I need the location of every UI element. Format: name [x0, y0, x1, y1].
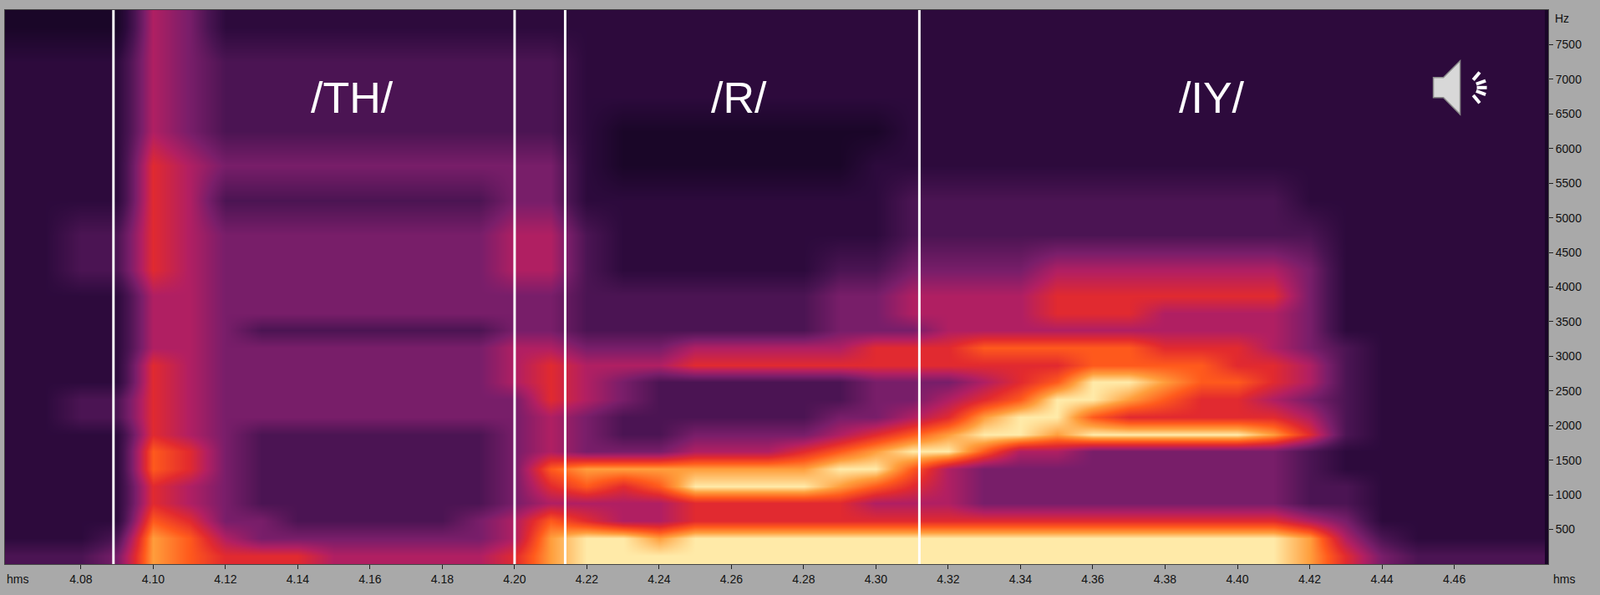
- svg-text:4.24: 4.24: [647, 572, 671, 586]
- svg-text:7000: 7000: [1555, 72, 1582, 87]
- svg-text:7500: 7500: [1555, 37, 1582, 51]
- svg-text:/IY/: /IY/: [1178, 73, 1245, 122]
- svg-text:4.14: 4.14: [286, 572, 310, 586]
- svg-text:5000: 5000: [1555, 211, 1582, 225]
- svg-text:4.42: 4.42: [1298, 572, 1321, 586]
- svg-text:4.10: 4.10: [142, 572, 165, 586]
- svg-text:/R/: /R/: [711, 73, 767, 122]
- svg-text:2000: 2000: [1555, 418, 1582, 432]
- svg-text:hms: hms: [1553, 572, 1575, 586]
- svg-text:4.40: 4.40: [1225, 572, 1249, 586]
- svg-text:4.34: 4.34: [1009, 572, 1032, 586]
- svg-text:4.30: 4.30: [864, 572, 888, 586]
- svg-text:4.36: 4.36: [1081, 572, 1104, 586]
- svg-text:4.38: 4.38: [1153, 572, 1177, 586]
- svg-text:1000: 1000: [1555, 487, 1582, 502]
- svg-text:4.28: 4.28: [792, 572, 815, 586]
- svg-text:2500: 2500: [1555, 384, 1582, 398]
- svg-text:500: 500: [1555, 522, 1576, 536]
- svg-text:4500: 4500: [1555, 245, 1582, 260]
- svg-text:1500: 1500: [1555, 453, 1582, 468]
- svg-text:6000: 6000: [1555, 142, 1582, 156]
- svg-text:hms: hms: [6, 572, 29, 586]
- svg-text:6500: 6500: [1555, 106, 1582, 121]
- svg-text:4.22: 4.22: [575, 572, 599, 586]
- svg-text:Hz: Hz: [1554, 11, 1570, 26]
- svg-text:4.32: 4.32: [936, 572, 960, 586]
- svg-text:5500: 5500: [1555, 176, 1582, 190]
- svg-text:4.08: 4.08: [69, 572, 92, 586]
- svg-text:3000: 3000: [1555, 349, 1582, 363]
- svg-text:4.20: 4.20: [502, 572, 526, 586]
- svg-text:4.12: 4.12: [213, 572, 237, 586]
- svg-text:4000: 4000: [1555, 279, 1582, 294]
- svg-text:4.46: 4.46: [1442, 572, 1466, 586]
- svg-text:3500: 3500: [1555, 314, 1582, 329]
- svg-text:4.18: 4.18: [431, 572, 454, 586]
- svg-text:4.44: 4.44: [1370, 572, 1393, 586]
- svg-text:/TH/: /TH/: [310, 73, 394, 122]
- svg-text:4.16: 4.16: [358, 572, 381, 586]
- svg-text:4.26: 4.26: [720, 572, 743, 586]
